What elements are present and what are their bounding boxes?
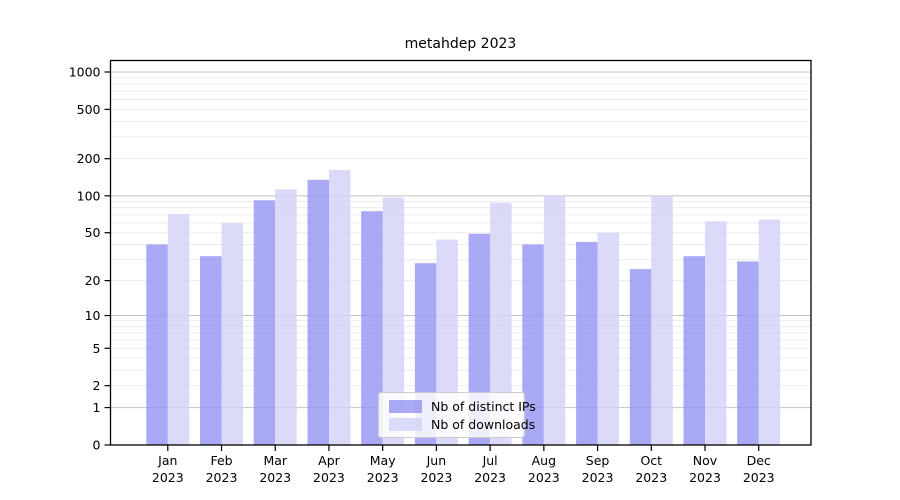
- x-tick-label-month: Mar: [263, 453, 287, 468]
- chart-title: metahdep 2023: [404, 36, 517, 52]
- legend-item-downloads: Nb of downloads: [389, 416, 535, 434]
- y-tick-label: 50: [85, 225, 101, 240]
- bar-distinct-ips-Dec: [737, 261, 759, 445]
- legend-item-distinct-ips: Nb of distinct IPs: [389, 398, 536, 416]
- x-tick-label-month: Jan: [157, 453, 177, 468]
- bar-downloads-Dec: [758, 219, 781, 445]
- y-tick-label: 1000: [69, 65, 101, 80]
- x-tick-label-year: 2023: [367, 470, 399, 485]
- x-tick-label-month: Sep: [586, 453, 610, 468]
- bar-downloads-Oct: [651, 195, 673, 445]
- bar-distinct-ips-Nov: [683, 256, 705, 445]
- x-tick-label-month: May: [370, 453, 396, 468]
- legend-swatch-distinct-ips: [389, 400, 422, 414]
- bar-distinct-ips-Sep: [576, 241, 598, 445]
- bar-distinct-ips-May: [361, 211, 383, 445]
- y-tick-label: 100: [77, 188, 101, 203]
- bar-distinct-ips-Jan: [146, 244, 168, 445]
- x-tick-label-month: Jun: [426, 453, 447, 468]
- bar-distinct-ips-Mar: [253, 200, 276, 445]
- legend-label-distinct-ips: Nb of distinct IPs: [431, 399, 536, 415]
- y-tick-label: 10: [85, 308, 101, 323]
- x-tick-label-year: 2023: [152, 470, 184, 485]
- x-tick-label-year: 2023: [743, 470, 775, 485]
- legend: Nb of distinct IPs Nb of downloads: [378, 392, 536, 438]
- y-tick-label: 5: [93, 341, 101, 356]
- x-tick-label-month: Aug: [532, 453, 556, 468]
- y-tick-label: 20: [85, 273, 101, 288]
- x-tick-label-year: 2023: [528, 470, 560, 485]
- bar-downloads-Feb: [221, 223, 243, 445]
- y-tick-label: 500: [77, 102, 101, 117]
- bar-downloads-May: [382, 197, 405, 445]
- legend-swatch-downloads: [389, 417, 422, 431]
- bar-downloads-Apr: [329, 170, 351, 445]
- bar-distinct-ips-Oct: [629, 269, 652, 445]
- legend-label-downloads: Nb of downloads: [431, 416, 536, 432]
- bar-downloads-Nov: [705, 221, 727, 445]
- x-tick-label-month: Dec: [747, 453, 771, 468]
- x-tick-label-year: 2023: [635, 470, 667, 485]
- bar-downloads-Sep: [597, 232, 620, 445]
- bar-distinct-ips-Aug: [522, 244, 544, 445]
- x-tick-label-year: 2023: [206, 470, 238, 485]
- x-tick-label-month: Oct: [640, 453, 662, 468]
- bar-downloads-Jul: [490, 202, 512, 445]
- x-tick-label-year: 2023: [689, 470, 721, 485]
- x-tick-label-year: 2023: [313, 470, 345, 485]
- y-tick-label: 1: [93, 400, 101, 415]
- y-tick-label: 0: [93, 438, 101, 453]
- bar-distinct-ips-Apr: [307, 179, 329, 446]
- bar-downloads-Jan: [167, 214, 190, 445]
- x-tick-label-month: Feb: [210, 453, 232, 468]
- y-tick-label: 2: [93, 378, 101, 393]
- x-tick-label-year: 2023: [582, 470, 614, 485]
- x-tick-label-year: 2023: [420, 470, 452, 485]
- plot-frame: [109, 59, 812, 446]
- y-tick-label: 200: [77, 151, 101, 166]
- x-tick-label-year: 2023: [259, 470, 291, 485]
- x-tick-label-month: Nov: [693, 453, 718, 468]
- x-tick-label-month: Jul: [482, 453, 498, 468]
- x-tick-label-year: 2023: [474, 470, 506, 485]
- bar-downloads-Mar: [275, 189, 297, 445]
- bar-distinct-ips-Feb: [200, 256, 222, 445]
- bar-downloads-Aug: [543, 195, 566, 445]
- x-tick-label-month: Apr: [318, 453, 340, 468]
